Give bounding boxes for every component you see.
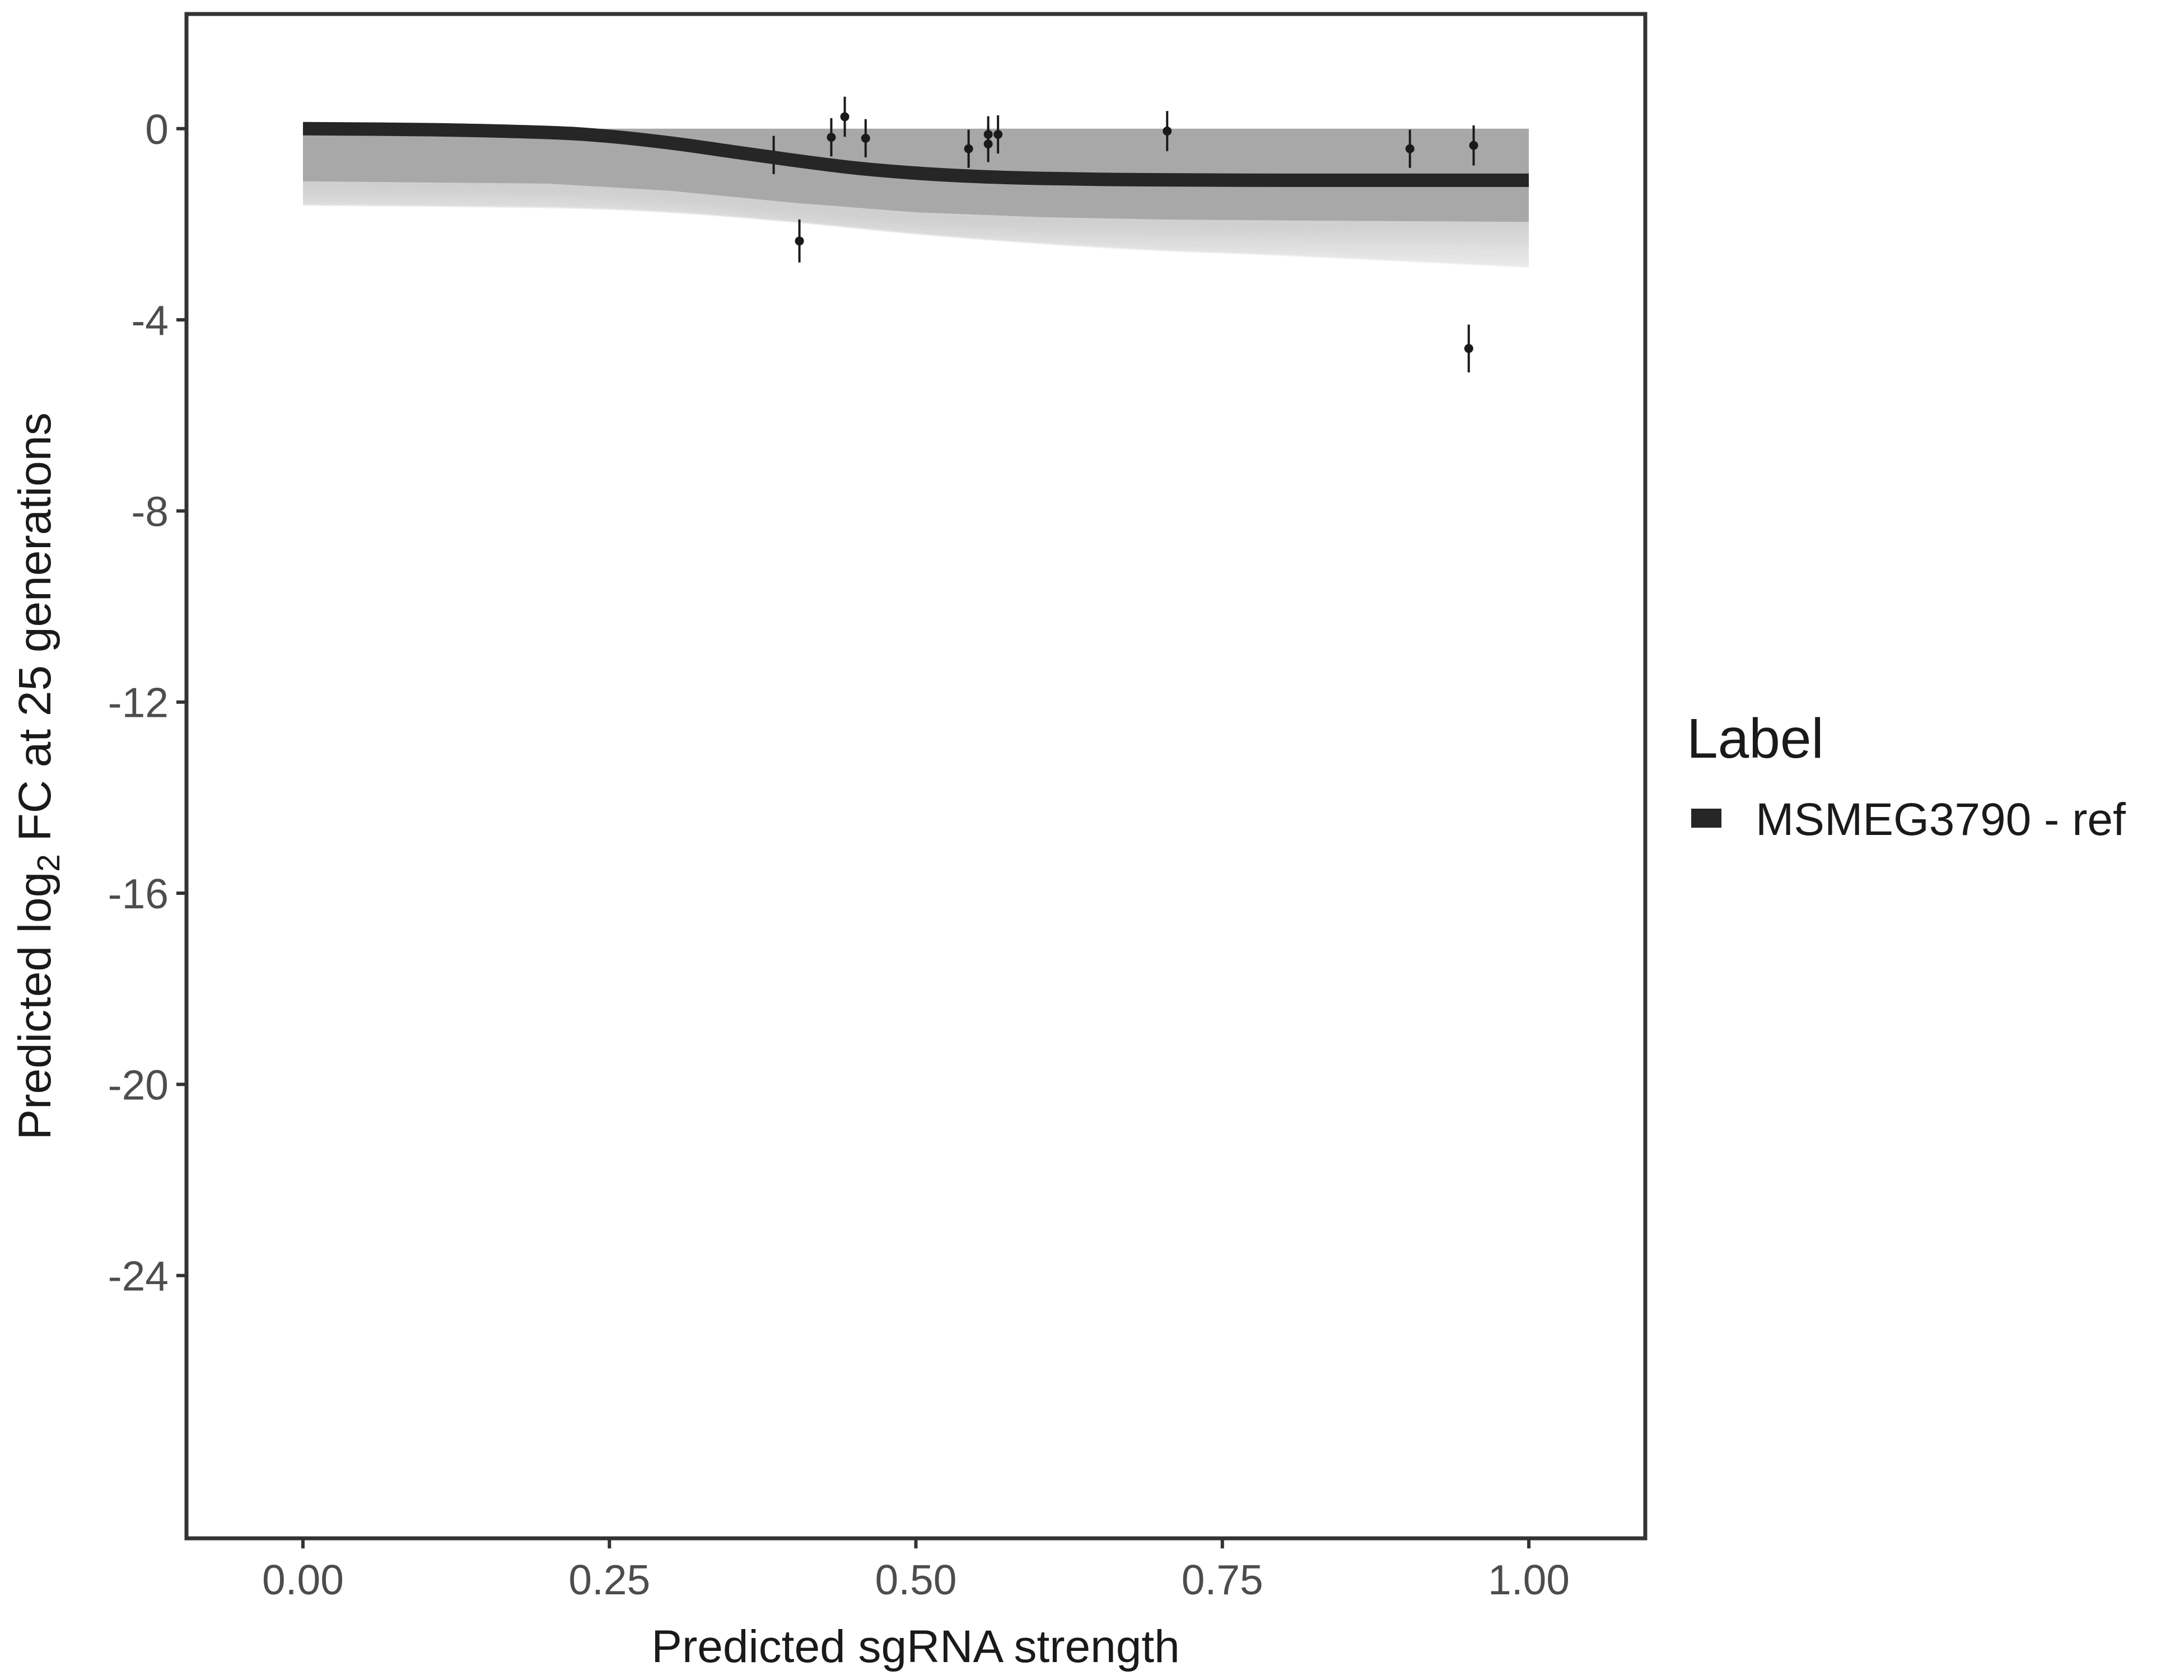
posterior-draw-line (302, 186, 1529, 236)
point-marker (861, 133, 870, 143)
point-marker (1163, 127, 1172, 136)
plot-background (186, 14, 1645, 1538)
y-tick-label: 0 (145, 106, 169, 153)
data-point (840, 96, 850, 137)
posterior-draw-line (302, 195, 1529, 252)
point-marker (993, 130, 1003, 139)
x-axis-title: Predicted sgRNA strength (651, 1621, 1179, 1672)
fitted-curve (302, 122, 1529, 187)
x-tick-label: 0.25 (568, 1556, 650, 1603)
posterior-draw-line (302, 185, 1529, 232)
y-tick-label: -20 (108, 1061, 169, 1108)
posterior-draw-line (302, 193, 1529, 249)
posterior-draw-line (302, 188, 1529, 238)
point-marker (795, 236, 804, 246)
posterior-draw-line (302, 191, 1529, 244)
posterior-draw-line (302, 187, 1529, 237)
legend: Label MSMEG3790 - ref (1687, 707, 2126, 845)
y-axis-title: Predicted log2 FC at 25 generations (10, 413, 67, 1140)
data-point (983, 125, 993, 162)
data-point (795, 219, 804, 263)
posterior-draw-line (302, 203, 1529, 267)
posterior-draw-line (302, 199, 1529, 260)
data-point (861, 119, 870, 157)
posterior-draw-line (302, 189, 1529, 240)
y-tick-label: -16 (108, 870, 169, 917)
legend-key (1691, 809, 1721, 828)
x-axis: 0.00 0.25 0.50 0.75 1.00 (262, 1538, 1570, 1603)
posterior-draw-line (302, 197, 1529, 255)
data-point (964, 129, 973, 168)
posterior-draw-line (302, 200, 1529, 262)
x-tick-label: 1.00 (1488, 1556, 1570, 1603)
x-tick-label: 0.75 (1182, 1556, 1263, 1603)
y-tick-label: -24 (108, 1253, 169, 1300)
posterior-draw-line (302, 199, 1529, 261)
y-tick-label: -12 (108, 679, 169, 726)
posterior-draw-line (302, 186, 1529, 235)
legend-label: MSMEG3790 - ref (1756, 794, 2126, 845)
data-point (1405, 129, 1415, 168)
posterior-draw-line (302, 198, 1529, 258)
y-tick-label: -8 (131, 488, 169, 535)
posterior-draw-line (302, 194, 1529, 249)
posterior-draw-line (302, 185, 1529, 234)
posterior-draw-line (302, 202, 1529, 265)
posterior-draw-line (302, 194, 1529, 251)
posterior-draw-line (302, 197, 1529, 256)
y-axis-title-suffix: FC at 25 generations (10, 413, 60, 855)
point-marker (964, 144, 973, 153)
point-marker (840, 112, 850, 122)
posterior-draw-line (302, 189, 1529, 240)
point-marker (1469, 141, 1478, 150)
data-point (1464, 324, 1473, 372)
posterior-draw-line (302, 198, 1529, 257)
posterior-draw-line (302, 196, 1529, 254)
posterior-draw-line (302, 185, 1529, 234)
observed-points (769, 96, 1478, 372)
posterior-draw-line (302, 201, 1529, 264)
y-axis-title-prefix: Predicted log (10, 872, 60, 1140)
x-tick-label: 0.00 (262, 1556, 344, 1603)
legend-title: Label (1687, 707, 1824, 770)
posterior-draw-line (302, 193, 1529, 248)
posterior-draw-line (302, 194, 1529, 250)
posterior-draw-line (302, 202, 1529, 266)
posterior-draw-line (302, 190, 1529, 244)
posterior-draw-line (302, 192, 1529, 247)
posterior-draw-line (302, 190, 1529, 242)
posterior-draw-line (302, 190, 1529, 242)
posterior-draw-line (302, 203, 1529, 268)
posterior-draw-line (302, 189, 1529, 241)
posterior-draw-line (302, 192, 1529, 245)
data-point (993, 115, 1003, 154)
posterior-draw-line (302, 200, 1529, 263)
point-marker (983, 139, 993, 149)
posterior-draw-line (302, 185, 1529, 233)
data-point (827, 118, 836, 157)
y-axis: 0 -4 -8 -12 -16 -20 -24 (108, 106, 186, 1300)
data-point (1469, 125, 1478, 166)
point-marker (1464, 344, 1473, 353)
y-tick-label: -4 (131, 297, 169, 344)
y-axis-title-subscript: 2 (31, 854, 67, 872)
posterior-draw-line (302, 188, 1529, 239)
point-marker (1405, 144, 1415, 153)
x-tick-label: 0.50 (875, 1556, 957, 1603)
data-point (1163, 111, 1172, 151)
posterior-draws (302, 180, 1529, 268)
posterior-draw-line (302, 192, 1529, 246)
posterior-draw-line (302, 186, 1529, 235)
posterior-draw-line (302, 188, 1529, 237)
point-marker (827, 133, 836, 142)
posterior-draw-line (302, 199, 1529, 259)
posterior-draw-line (302, 195, 1529, 253)
